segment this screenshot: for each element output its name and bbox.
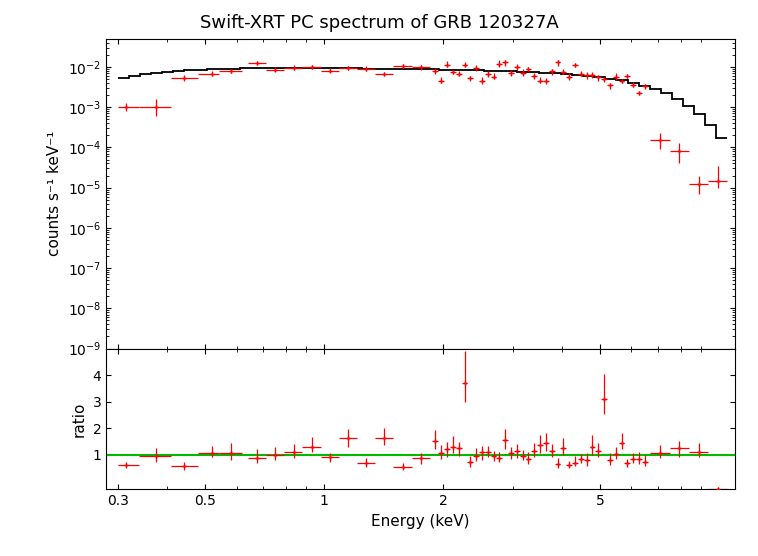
Y-axis label: ratio: ratio [72, 401, 87, 436]
Text: Swift-XRT PC spectrum of GRB 120327A: Swift-XRT PC spectrum of GRB 120327A [199, 14, 559, 32]
X-axis label: Energy (keV): Energy (keV) [371, 514, 470, 529]
Y-axis label: counts s⁻¹ keV⁻¹: counts s⁻¹ keV⁻¹ [47, 131, 62, 256]
